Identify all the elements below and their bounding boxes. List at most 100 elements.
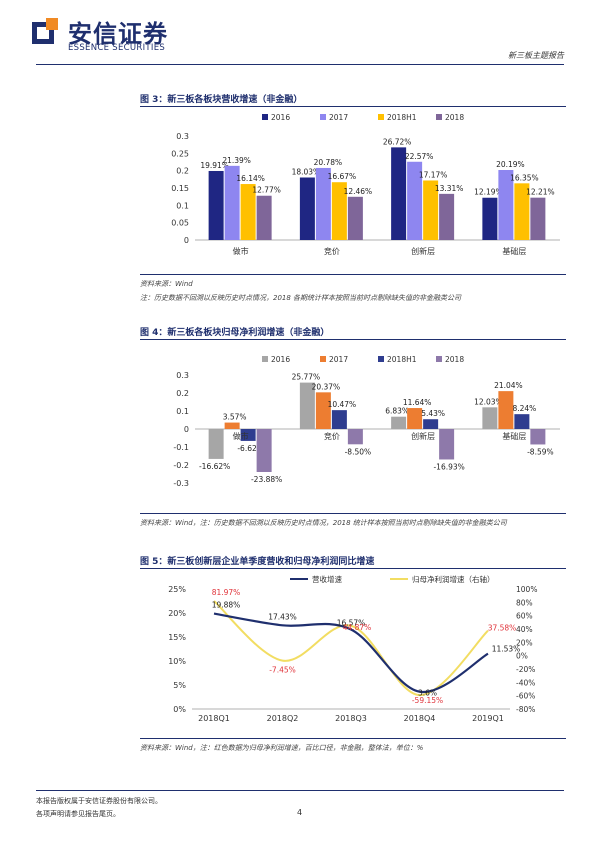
bar-2018-0: [256, 195, 272, 240]
y-tick-label: -0.2: [173, 461, 189, 470]
figure-5-source: 资料来源：Wind，注：红色数据为归母净利润增速，百比口径，非金融，整体法，单位…: [140, 744, 424, 752]
figure-3-note: 注：历史数据不回溯以反映历史时点情况，2018 各期统计样本按照当前时点剔除缺失…: [140, 294, 462, 302]
data-label: 20.19%: [496, 160, 525, 169]
figure-5-title-rule: [140, 568, 566, 569]
data-label: -16.93%: [433, 462, 464, 471]
figure-4-title-rule: [140, 339, 566, 340]
data-label: 22.57%: [405, 152, 434, 161]
figure-3-source: 资料来源：Wind: [140, 280, 193, 288]
data-label: -6.62%: [237, 444, 264, 453]
bar-2018H1-1: [331, 410, 347, 429]
data-label: 17.17%: [419, 170, 448, 179]
bar-2018-0: [256, 429, 272, 472]
legend-label-2017: 2017: [329, 355, 348, 364]
y-tick-label: -0.3: [173, 479, 189, 488]
bar-2018H1-1: [331, 182, 347, 240]
category-label: 做市: [233, 246, 249, 256]
legend-label-1: 归母净利润增速（右轴）: [412, 574, 495, 584]
page-number: 4: [297, 808, 303, 817]
legend-swatch-2017: [320, 356, 326, 362]
legend-swatch-2018: [436, 114, 442, 120]
y-tick-label: 0.05: [171, 219, 189, 228]
data-label: 16.14%: [236, 174, 265, 183]
report-tag: 新三板主题报告: [508, 51, 564, 60]
net-profit-data-label: -59.15%: [412, 696, 443, 705]
bar-2017-1: [315, 167, 331, 240]
data-label: -8.59%: [527, 447, 554, 456]
y-tick-label: 0: [184, 425, 189, 434]
data-label: 8.24%: [512, 404, 536, 413]
bar-2018-3: [530, 197, 546, 240]
category-label: 创新层: [411, 246, 435, 256]
data-label: 21.04%: [494, 381, 523, 390]
bar-2016-1: [299, 382, 315, 429]
category-label: 基础层: [502, 431, 526, 441]
legend-label-2018H1: 2018H1: [387, 355, 417, 364]
data-label: 25.77%: [292, 373, 321, 382]
figure-3-source-rule: [140, 274, 566, 275]
data-label: 21.39%: [222, 156, 251, 165]
y-right-tick-label: -60%: [516, 692, 535, 701]
bar-2016-3: [482, 197, 498, 240]
x-tick-label: 2019Q1: [472, 714, 504, 723]
bar-2018-2: [439, 429, 455, 460]
footer-divider: [36, 790, 564, 791]
y-right-tick-label: -80%: [516, 705, 535, 714]
data-label: 19.91%: [200, 161, 229, 170]
x-tick-label: 2018Q4: [404, 714, 436, 723]
legend-swatch-2017: [320, 114, 326, 120]
data-label: 11.64%: [403, 398, 432, 407]
data-label: 20.37%: [312, 382, 341, 391]
bar-2018H1-3: [514, 414, 530, 429]
y-tick-label: 0.2: [176, 389, 189, 398]
brand-name: 安信证券: [68, 20, 168, 48]
series-line-revenue: [213, 612, 489, 693]
data-label: 26.72%: [383, 137, 412, 146]
data-label: 5.43%: [421, 409, 445, 418]
legend-label-2018H1: 2018H1: [387, 113, 417, 122]
data-label: -8.50%: [345, 447, 372, 456]
y-left-tick-label: 25%: [168, 585, 186, 594]
category-label: 竞价: [324, 431, 340, 441]
legend-label-2016: 2016: [271, 355, 290, 364]
y-left-tick-label: 5%: [173, 681, 186, 690]
revenue-data-label: 3.6%: [418, 689, 437, 698]
bar-2018-1: [347, 196, 363, 240]
figure-3-title: 图 3：新三板各板块营收增速（非金融）: [140, 95, 303, 105]
revenue-data-label: 17.43%: [268, 612, 297, 621]
bar-2018H1-0: [240, 429, 256, 441]
category-label: 做市: [233, 431, 249, 441]
y-right-tick-label: 0%: [516, 652, 528, 661]
data-label: 20.78%: [314, 158, 343, 167]
x-tick-label: 2018Q3: [335, 714, 367, 723]
bar-2018H1-3: [514, 183, 530, 240]
net-profit-data-label: 37.58%: [488, 624, 517, 633]
figure-4-source-rule: [140, 513, 566, 514]
data-label: 12.21%: [526, 188, 555, 197]
y-tick-label: 0.3: [176, 371, 189, 380]
data-label: 16.67%: [328, 172, 357, 181]
data-label: 12.03%: [474, 397, 503, 406]
data-label: -16.62%: [199, 462, 230, 471]
bar-2017-3: [498, 170, 514, 240]
net-profit-data-label: 44.87%: [343, 623, 372, 632]
y-right-tick-label: 60%: [516, 612, 533, 621]
data-label: 6.83%: [385, 407, 409, 416]
data-label: 12.19%: [474, 188, 503, 197]
footer-disclaimer: 各项声明请参见报告尾页。: [36, 810, 120, 818]
legend-swatch-2016: [262, 114, 268, 120]
brand-name-en: ESSENCE SECURITIES: [68, 43, 166, 53]
y-right-tick-label: -20%: [516, 665, 535, 674]
logo-icon: [32, 18, 58, 44]
legend-swatch-2016: [262, 356, 268, 362]
y-tick-label: 0.2: [176, 167, 189, 176]
bar-2016-3: [482, 407, 498, 429]
legend-swatch-2018: [436, 356, 442, 362]
bar-2016-2: [391, 147, 407, 240]
data-label: 18.03%: [292, 167, 321, 176]
data-label: 16.35%: [510, 173, 539, 182]
data-label: 12.77%: [252, 186, 281, 195]
figure-5-source-rule: [140, 738, 566, 739]
legend-swatch-2018H1: [378, 356, 384, 362]
footer-copyright: 本报告版权属于安信证券股份有限公司。: [36, 797, 162, 805]
